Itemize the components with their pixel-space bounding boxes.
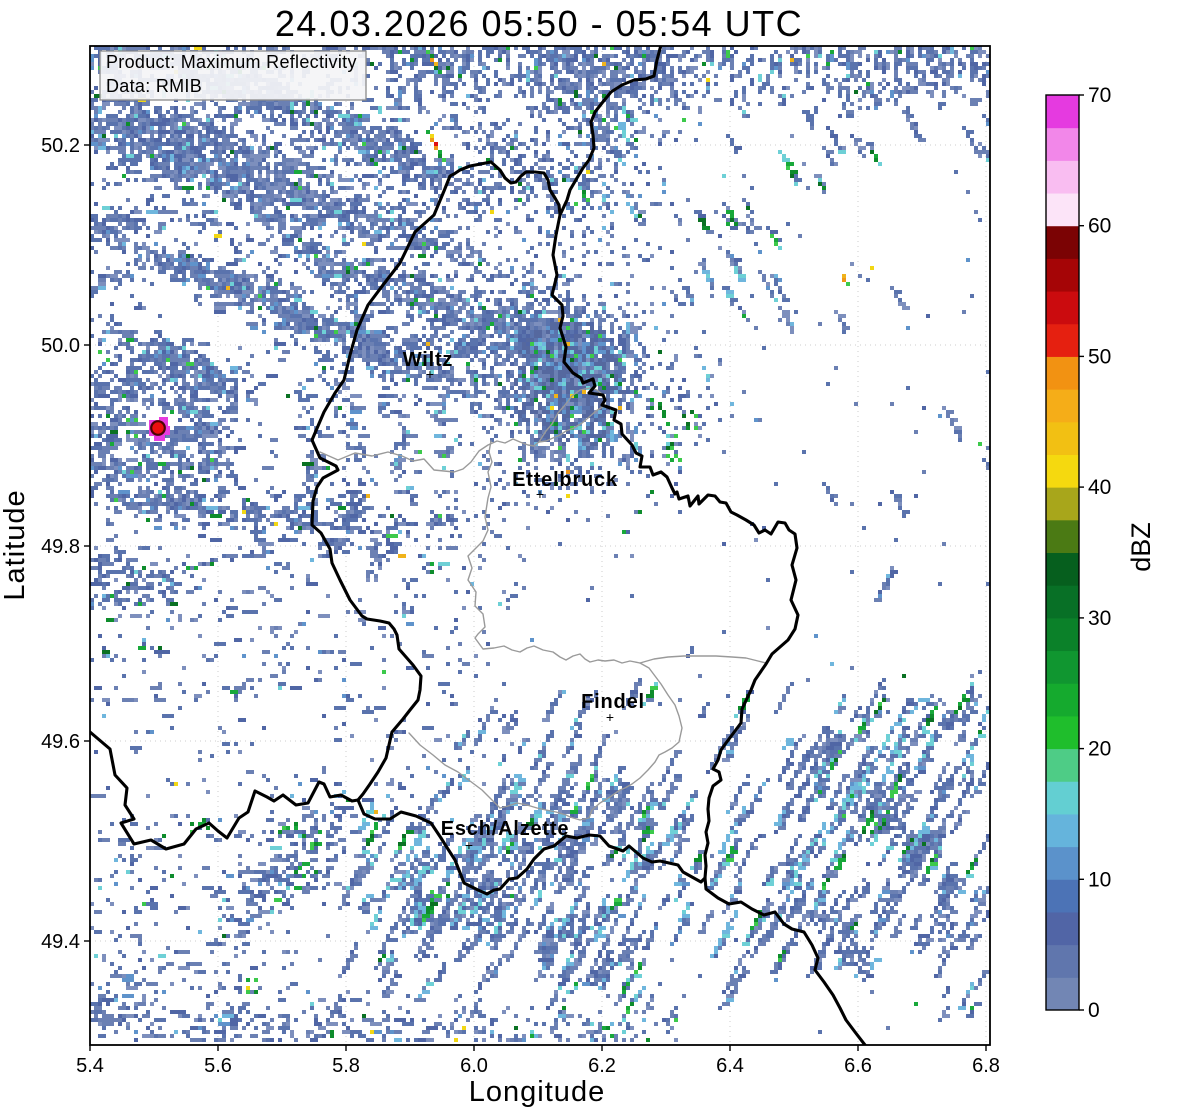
svg-text:6.4: 6.4 xyxy=(716,1055,744,1077)
svg-text:+: + xyxy=(606,709,614,725)
svg-text:24.03.2026 05:50 - 05:54 UTC: 24.03.2026 05:50 - 05:54 UTC xyxy=(275,3,803,44)
svg-text:+: + xyxy=(465,837,473,853)
svg-text:49.4: 49.4 xyxy=(41,931,80,953)
svg-text:6.6: 6.6 xyxy=(844,1055,872,1077)
svg-text:0: 0 xyxy=(1088,999,1100,1022)
svg-text:Longitude: Longitude xyxy=(469,1076,605,1108)
svg-text:49.8: 49.8 xyxy=(41,536,80,558)
svg-text:6.8: 6.8 xyxy=(972,1055,1000,1077)
svg-text:50.0: 50.0 xyxy=(41,335,80,357)
svg-text:+: + xyxy=(536,486,544,502)
svg-text:Ettelbruck: Ettelbruck xyxy=(512,469,618,491)
svg-text:5.4: 5.4 xyxy=(76,1055,104,1077)
svg-text:6.0: 6.0 xyxy=(460,1055,488,1077)
svg-text:50: 50 xyxy=(1088,345,1111,368)
svg-text:Data: RMIB: Data: RMIB xyxy=(106,76,202,96)
svg-text:30: 30 xyxy=(1088,607,1111,630)
svg-text:50.2: 50.2 xyxy=(41,135,80,157)
svg-text:5.8: 5.8 xyxy=(332,1055,360,1077)
svg-text:49.6: 49.6 xyxy=(41,731,80,753)
svg-text:5.6: 5.6 xyxy=(204,1055,232,1077)
svg-text:Findel: Findel xyxy=(581,691,645,713)
svg-text:Esch/Alzette: Esch/Alzette xyxy=(441,818,570,840)
svg-text:10: 10 xyxy=(1088,868,1111,891)
svg-text:+: + xyxy=(426,366,434,382)
svg-text:Wiltz: Wiltz xyxy=(403,349,453,371)
svg-text:6.2: 6.2 xyxy=(588,1055,616,1077)
svg-text:60: 60 xyxy=(1088,215,1111,238)
svg-text:Latitude: Latitude xyxy=(0,489,31,600)
svg-text:40: 40 xyxy=(1088,476,1111,499)
svg-text:20: 20 xyxy=(1088,738,1111,761)
svg-text:Product: Maximum Reflectivity: Product: Maximum Reflectivity xyxy=(106,52,357,72)
svg-text:dBZ: dBZ xyxy=(1126,522,1156,572)
svg-text:70: 70 xyxy=(1088,84,1111,107)
